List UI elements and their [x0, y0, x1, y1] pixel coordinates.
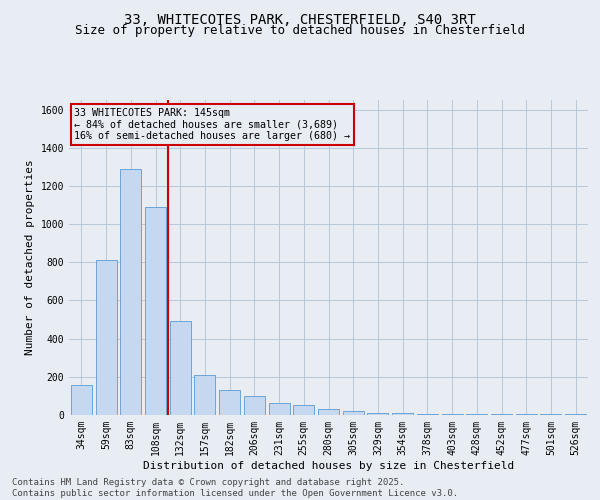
Bar: [491, 414, 512, 415]
Text: Size of property relative to detached houses in Chesterfield: Size of property relative to detached ho…: [75, 24, 525, 37]
Bar: [343, 411, 364, 415]
Bar: [269, 402, 290, 415]
Text: 33, WHITECOTES PARK, CHESTERFIELD, S40 3RT: 33, WHITECOTES PARK, CHESTERFIELD, S40 3…: [124, 12, 476, 26]
Bar: [194, 375, 215, 415]
Bar: [417, 414, 438, 415]
Bar: [120, 168, 141, 415]
Bar: [466, 414, 487, 415]
Bar: [95, 260, 116, 415]
Bar: [516, 414, 537, 415]
Bar: [565, 414, 586, 415]
Text: Contains HM Land Registry data © Crown copyright and database right 2025.
Contai: Contains HM Land Registry data © Crown c…: [12, 478, 458, 498]
Bar: [145, 207, 166, 415]
Bar: [170, 322, 191, 415]
X-axis label: Distribution of detached houses by size in Chesterfield: Distribution of detached houses by size …: [143, 460, 514, 470]
Bar: [219, 390, 240, 415]
Bar: [293, 406, 314, 415]
Y-axis label: Number of detached properties: Number of detached properties: [25, 160, 35, 356]
Bar: [71, 386, 92, 415]
Bar: [392, 414, 413, 415]
Bar: [442, 414, 463, 415]
Bar: [541, 414, 562, 415]
Bar: [367, 414, 388, 415]
Bar: [318, 410, 339, 415]
Text: 33 WHITECOTES PARK: 145sqm
← 84% of detached houses are smaller (3,689)
16% of s: 33 WHITECOTES PARK: 145sqm ← 84% of deta…: [74, 108, 350, 141]
Bar: [244, 396, 265, 415]
